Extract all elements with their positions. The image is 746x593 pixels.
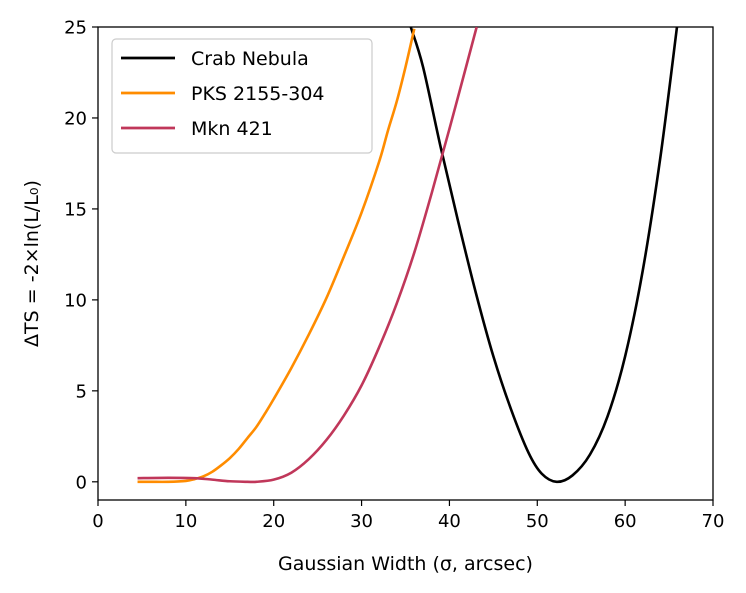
legend: Crab Nebula PKS 2155-304 Mkn 421 [111, 38, 373, 154]
legend-label-mkn-421: Mkn 421 [191, 118, 273, 140]
x-tick-label: 50 [526, 511, 549, 532]
x-tick-label: 70 [702, 511, 725, 532]
y-tick-label: 25 [64, 18, 87, 39]
y-tick-label: 0 [76, 472, 87, 493]
series-line-mkn-421 [137, 27, 478, 484]
x-tick-label: 20 [262, 511, 285, 532]
x-tick-label: 30 [350, 511, 373, 532]
y-axis-label: ΔTS = -2×ln(L/L₀) [21, 180, 43, 347]
y-tick-label: 5 [76, 381, 87, 402]
legend-box [111, 38, 373, 154]
legend-label-pks-2155-304: PKS 2155-304 [191, 83, 325, 105]
legend-label-crab-nebula: Crab Nebula [191, 48, 309, 70]
x-tick-label: 0 [92, 511, 103, 532]
x-tick-label: 60 [614, 511, 637, 532]
y-tick-label: 20 [64, 108, 87, 129]
series-group [137, 27, 679, 484]
y-tick-label: 15 [64, 199, 87, 220]
series-line-crab-nebula [409, 27, 679, 484]
x-tick-label: 10 [174, 511, 197, 532]
x-axis-label: Gaussian Width (σ, arcsec) [278, 553, 533, 575]
x-axis: 0 10 20 30 40 50 60 70 [92, 500, 724, 532]
x-tick-label: 40 [438, 511, 461, 532]
y-axis: 0 5 10 15 20 25 [64, 18, 98, 493]
y-tick-label: 10 [64, 290, 87, 311]
plot-area-frame [97, 26, 714, 501]
